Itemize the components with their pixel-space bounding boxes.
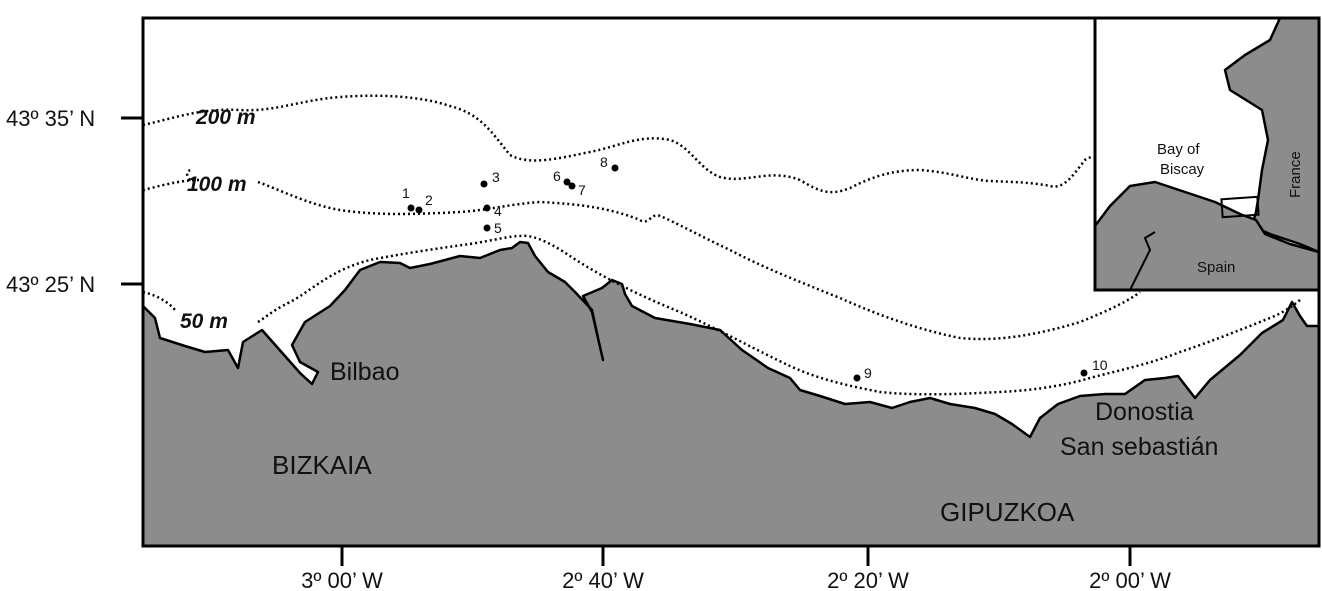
lat-label-35: 43º 35’ N	[6, 106, 95, 131]
lon-label-200: 2º 00’ W	[1089, 568, 1171, 591]
region-bizkaia: BIZKAIA	[272, 450, 372, 480]
contour-100m-label: 100 m	[187, 173, 247, 196]
site-9-label: 9	[864, 365, 872, 381]
lon-label-300: 3º 00’ W	[301, 568, 383, 591]
lat-label-25: 43º 25’ N	[6, 272, 95, 297]
inset-bay-label-1: Bay of	[1157, 141, 1200, 158]
site-7-marker	[568, 182, 576, 190]
inset-study-area-box	[1220, 195, 1260, 219]
lon-label-220: 2º 20’ W	[827, 568, 909, 591]
site-10-marker	[1080, 369, 1088, 377]
site-9-marker	[853, 374, 861, 382]
lon-label-240: 2º 40’ W	[562, 568, 644, 591]
inset-france	[1223, 16, 1321, 254]
region-gipuzkoa: GIPUZKOA	[940, 497, 1075, 527]
site-4-label: 4	[494, 203, 502, 219]
place-bilbao: Bilbao	[330, 358, 400, 386]
site-6-label: 6	[553, 168, 561, 184]
site-8-marker	[611, 164, 619, 172]
place-donostia: Donostia	[1095, 398, 1194, 426]
site-2-label: 2	[425, 192, 433, 208]
inset-portugal-coast	[1129, 231, 1156, 291]
site-3-label: 3	[492, 169, 500, 185]
inset-map: Bay of Biscay France Spain	[1093, 16, 1321, 292]
site-4-marker	[483, 204, 491, 212]
inset-bay-label-2: Biscay	[1160, 161, 1205, 178]
site-3-marker	[480, 180, 488, 188]
site-1-label: 1	[402, 185, 410, 201]
inset-spain-label: Spain	[1197, 259, 1235, 276]
site-5-label: 5	[494, 220, 502, 236]
site-8-label: 8	[600, 154, 608, 170]
site-5-marker	[483, 224, 491, 232]
place-san-sebastian: San sebastián	[1060, 433, 1218, 461]
site-10-label: 10	[1092, 357, 1108, 373]
site-7-label: 7	[578, 182, 586, 198]
contour-100m-hook	[186, 168, 193, 181]
contour-200m-label: 200 m	[195, 106, 256, 129]
inset-france-label: France	[1287, 151, 1304, 198]
contour-50m-line	[142, 234, 1301, 396]
contour-50m-label: 50 m	[180, 310, 228, 333]
coast-land	[141, 240, 1321, 548]
sampling-sites: 1 2 3 4 5 6 7 8 9 10	[402, 154, 1108, 382]
contour-100m-line	[142, 178, 1141, 341]
site-2-marker	[415, 206, 423, 214]
site-6-marker	[563, 178, 571, 186]
contour-200m-line	[142, 94, 1096, 194]
site-1-marker	[407, 204, 415, 212]
